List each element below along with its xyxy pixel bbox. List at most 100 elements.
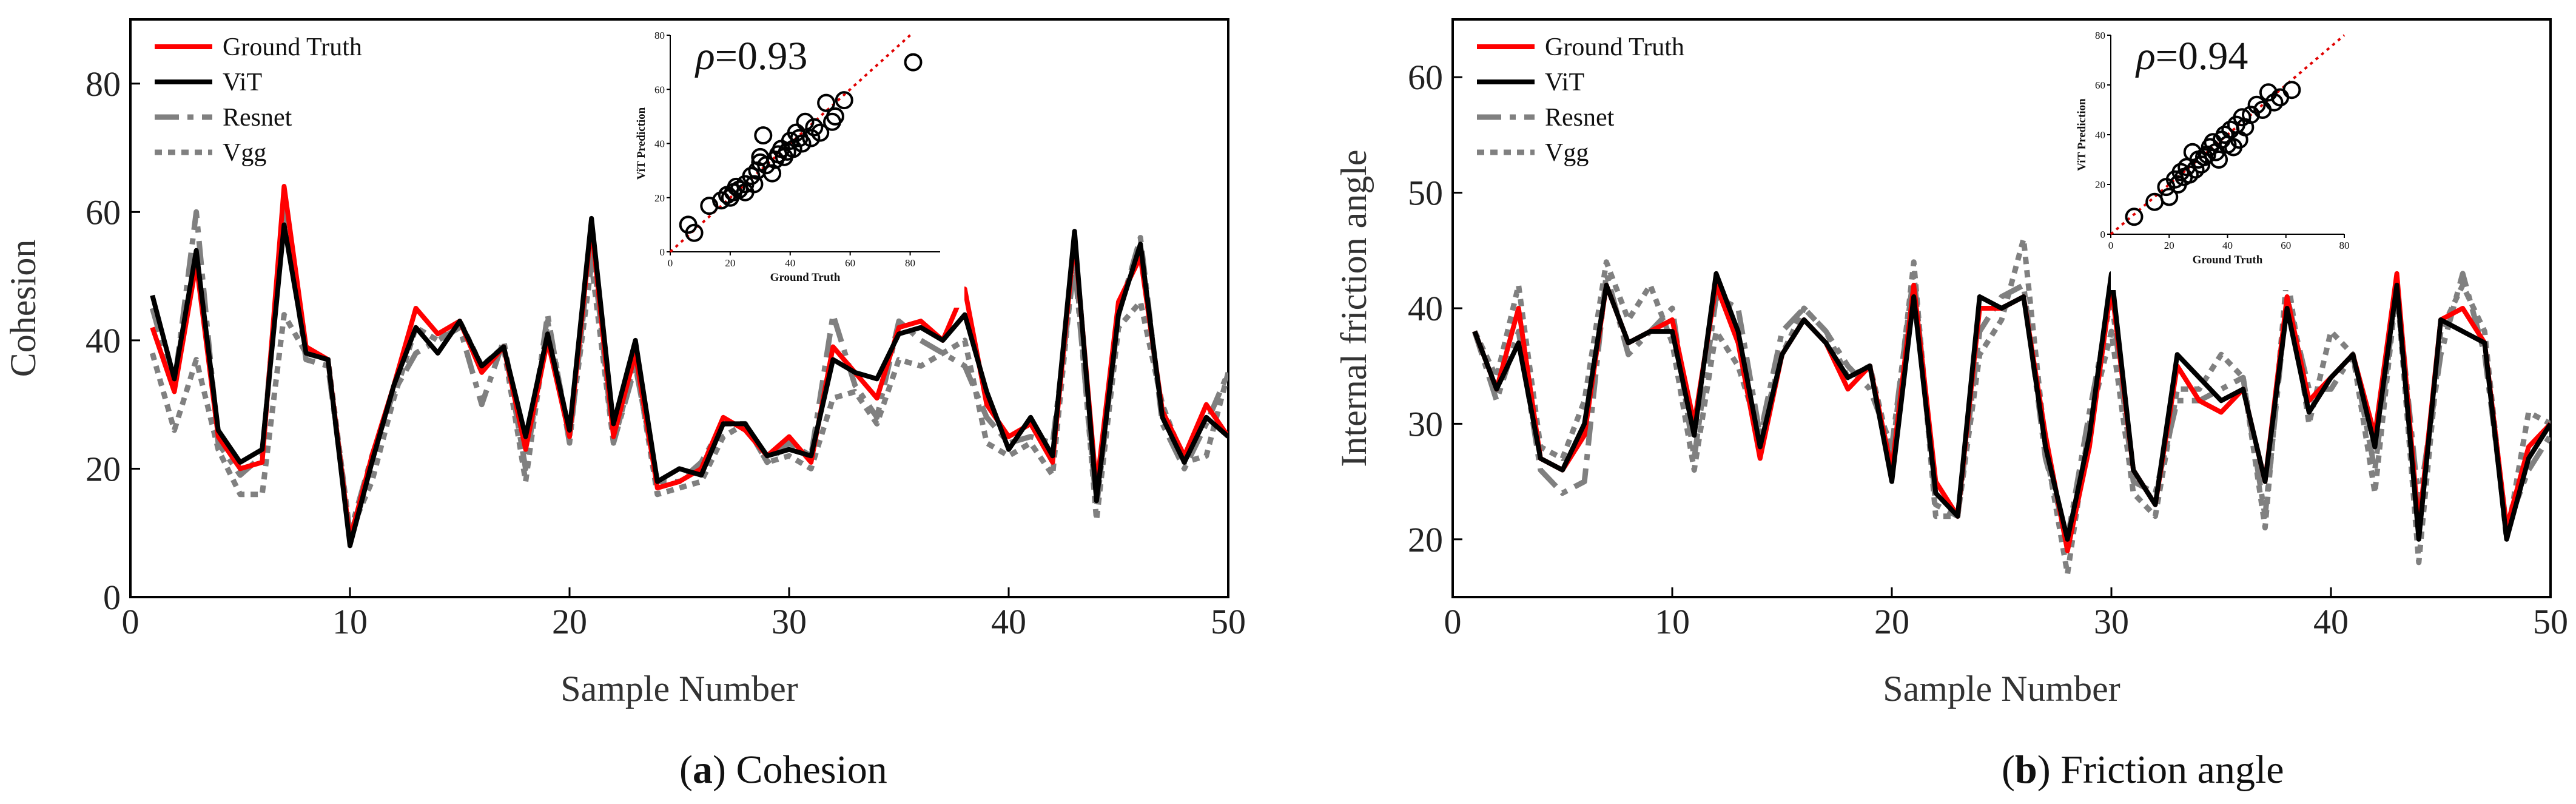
inset-point — [796, 112, 815, 131]
caption-letter: b — [2015, 748, 2037, 792]
rho-value: =0.94 — [2156, 34, 2248, 78]
inset-y-tick-label: 40 — [2095, 129, 2105, 141]
legend-label: ViT — [223, 69, 262, 96]
inset-point — [763, 164, 782, 183]
legend-label: ViT — [1545, 69, 1584, 96]
y-tick-label: 50 — [1408, 174, 1443, 213]
inset-y-tick-label: 20 — [654, 192, 665, 204]
caption-title: Cohesion — [726, 748, 887, 792]
caption-letter: a — [693, 748, 713, 792]
inset-point — [2180, 165, 2199, 184]
inset-y-tick-label: 0 — [2100, 229, 2106, 240]
y-tick-label: 60 — [1408, 58, 1443, 97]
inset-y-tick-label: 0 — [660, 246, 665, 258]
series-line-vit — [150, 215, 1228, 549]
inset-x-tick-label: 60 — [845, 257, 855, 269]
x-tick-label: 10 — [1655, 602, 1690, 641]
panel-a: 0 10 20 30 40 50 0 20 40 60 80 Sample Number Cohesio… — [3, 18, 1246, 792]
inset-point — [754, 126, 773, 145]
inset-point — [727, 177, 745, 196]
y-axis-label: Cohesion — [3, 240, 43, 377]
x-tick-label: 30 — [772, 602, 807, 641]
inset-point — [2186, 160, 2205, 179]
inset-x-tick-label: 20 — [725, 257, 735, 269]
y-tick-label: 30 — [1408, 404, 1443, 444]
inset-x-tick-label: 60 — [2281, 240, 2291, 251]
y-tick-label: 40 — [1408, 289, 1443, 328]
series-line-vit — [1472, 271, 2551, 542]
inset-point — [817, 93, 836, 112]
x-tick-label: 0 — [122, 602, 140, 641]
rho-value: =0.93 — [715, 34, 808, 78]
inset-y-tick-label: 60 — [2095, 79, 2105, 91]
inset-point — [685, 223, 704, 242]
y-tick-label: 40 — [86, 321, 121, 360]
inset-point — [811, 123, 830, 142]
inset-y-tick-label: 60 — [654, 84, 665, 95]
legend-label: Vgg — [223, 139, 266, 167]
inset-scatter: 0 20 40 60 80 0 20 40 60 80 Ground Truth ViT Predic… — [2076, 30, 2369, 290]
y-tick-label: 20 — [86, 449, 121, 488]
inset-point — [2259, 83, 2278, 102]
inset-point — [2160, 187, 2179, 206]
legend-label: Ground Truth — [1545, 33, 1684, 61]
inset-point — [2233, 108, 2251, 127]
inset-y-tick-label: 80 — [654, 30, 665, 41]
legend-label: Vgg — [1545, 139, 1589, 167]
series-line-ground-truth — [1472, 271, 2551, 553]
inset-point — [793, 134, 812, 153]
inset-point — [2265, 93, 2284, 112]
inset-point — [802, 129, 821, 147]
inset-point — [742, 167, 761, 186]
inset-y-tick-label: 80 — [2095, 30, 2105, 41]
inset-point — [904, 53, 923, 72]
y-tick-label: 80 — [86, 64, 121, 104]
inset-x-tick-label: 0 — [2108, 240, 2114, 251]
inset-y-tick-label: 40 — [654, 138, 665, 150]
x-tick-label: 0 — [1444, 602, 1462, 641]
legend-label: Resnet — [1545, 104, 1615, 132]
inset-x-tick-label: 40 — [2222, 240, 2233, 251]
x-tick-label: 50 — [2533, 602, 2568, 641]
series-line-vgg — [149, 248, 1228, 536]
y-axis-label: Internal friction angle — [1334, 149, 1374, 467]
inset-point — [2210, 150, 2228, 169]
panel-caption: (b) Friction angle — [2002, 748, 2284, 792]
inset-point — [805, 118, 824, 137]
inset-x-tick-label: 20 — [2164, 240, 2174, 251]
legend-label: Resnet — [223, 104, 292, 132]
series-line-vgg — [1472, 236, 2551, 577]
x-tick-label: 40 — [2313, 602, 2349, 641]
y-tick-label: 60 — [86, 192, 121, 232]
inset-y-tick-label: 20 — [2095, 179, 2105, 191]
inset-scatter: 0 20 40 60 80 0 20 40 60 80 Ground Truth ViT Predic… — [635, 30, 964, 308]
inset-x-tick-label: 80 — [2339, 240, 2350, 251]
inset-y-label: ViT Prediction — [2076, 98, 2088, 171]
caption-open-paren: ( — [679, 748, 693, 792]
rho-symbol: ρ — [2135, 34, 2156, 78]
inset-point — [2282, 81, 2301, 100]
inset-point — [835, 91, 853, 110]
caption-close-paren: ) — [2037, 748, 2051, 792]
x-tick-label: 20 — [552, 602, 587, 641]
inset-point — [2247, 95, 2266, 114]
x-tick-label: 30 — [2094, 602, 2129, 641]
inset-x-tick-label: 40 — [785, 257, 795, 269]
inset-point — [745, 175, 764, 194]
x-tick-label: 20 — [1874, 602, 1909, 641]
caption-title: Friction angle — [2051, 748, 2284, 792]
inset-background — [670, 30, 964, 308]
x-tick-label: 50 — [1211, 602, 1246, 641]
inset-background — [2111, 30, 2369, 290]
panel-b: 0 10 20 30 40 50 20 30 40 50 60 Sample Number Intern… — [1334, 18, 2568, 792]
inset-x-tick-label: 0 — [668, 257, 673, 269]
correlation-label: ρ=0.94 — [2135, 34, 2248, 78]
x-tick-label: 10 — [332, 602, 368, 641]
plot-frame — [129, 18, 1229, 598]
inset-y-label: ViT Prediction — [635, 107, 648, 180]
caption-open-paren: ( — [2002, 748, 2015, 792]
inset-x-label: Ground Truth — [770, 271, 841, 284]
correlation-label: ρ=0.93 — [694, 34, 807, 78]
rho-symbol: ρ — [694, 34, 715, 78]
